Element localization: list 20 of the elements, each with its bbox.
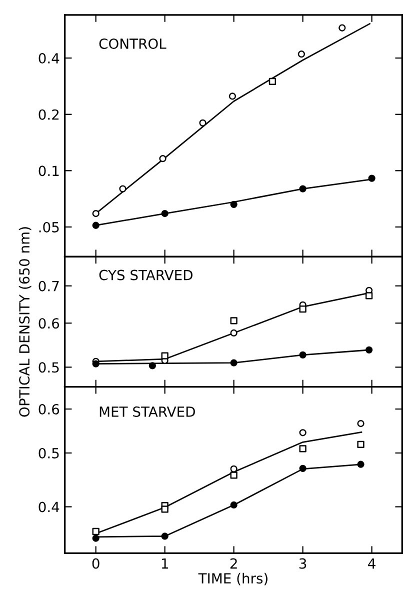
x-axis-title: TIME (hrs) [198, 572, 268, 586]
y-tick-label: 0.4 [38, 53, 60, 64]
y-axis-title: OPTICAL DENSITY (650 nm) [18, 227, 32, 417]
x-tick-label: 0 [92, 558, 100, 569]
text: CYS STARVED [99, 270, 192, 280]
y-tick-label: 0.5 [38, 448, 59, 458]
x-tick-label: 1 [162, 558, 168, 569]
y-tick-label: 0.1 [38, 166, 59, 176]
y-tick-label: 0.4 [38, 502, 60, 512]
y-tick-label: 0.7 [38, 280, 59, 292]
text: CONTROL [99, 38, 166, 49]
x-tick-label: 4 [368, 558, 376, 569]
y-tick-label: 0.6 [38, 404, 60, 415]
y-tick-label: 0.6 [38, 318, 60, 329]
x-tick-label: 2 [230, 558, 237, 569]
text: MET STARVED [100, 406, 195, 417]
x-tick-label: 3 [299, 558, 306, 569]
y-tick-label: .05 [39, 222, 59, 232]
y-tick-label: 0.5 [38, 362, 59, 373]
y-tick-label: 0.2 [38, 109, 59, 120]
